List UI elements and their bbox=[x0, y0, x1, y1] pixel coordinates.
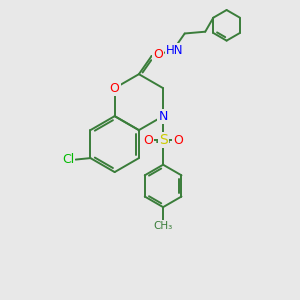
Text: O: O bbox=[143, 134, 153, 147]
Text: O: O bbox=[173, 134, 183, 147]
Text: CH₃: CH₃ bbox=[154, 221, 173, 231]
Text: N: N bbox=[158, 110, 168, 123]
Text: Cl: Cl bbox=[62, 153, 74, 166]
Text: S: S bbox=[159, 133, 167, 147]
Text: HN: HN bbox=[166, 44, 183, 57]
Text: O: O bbox=[153, 48, 163, 61]
Text: O: O bbox=[110, 82, 120, 95]
